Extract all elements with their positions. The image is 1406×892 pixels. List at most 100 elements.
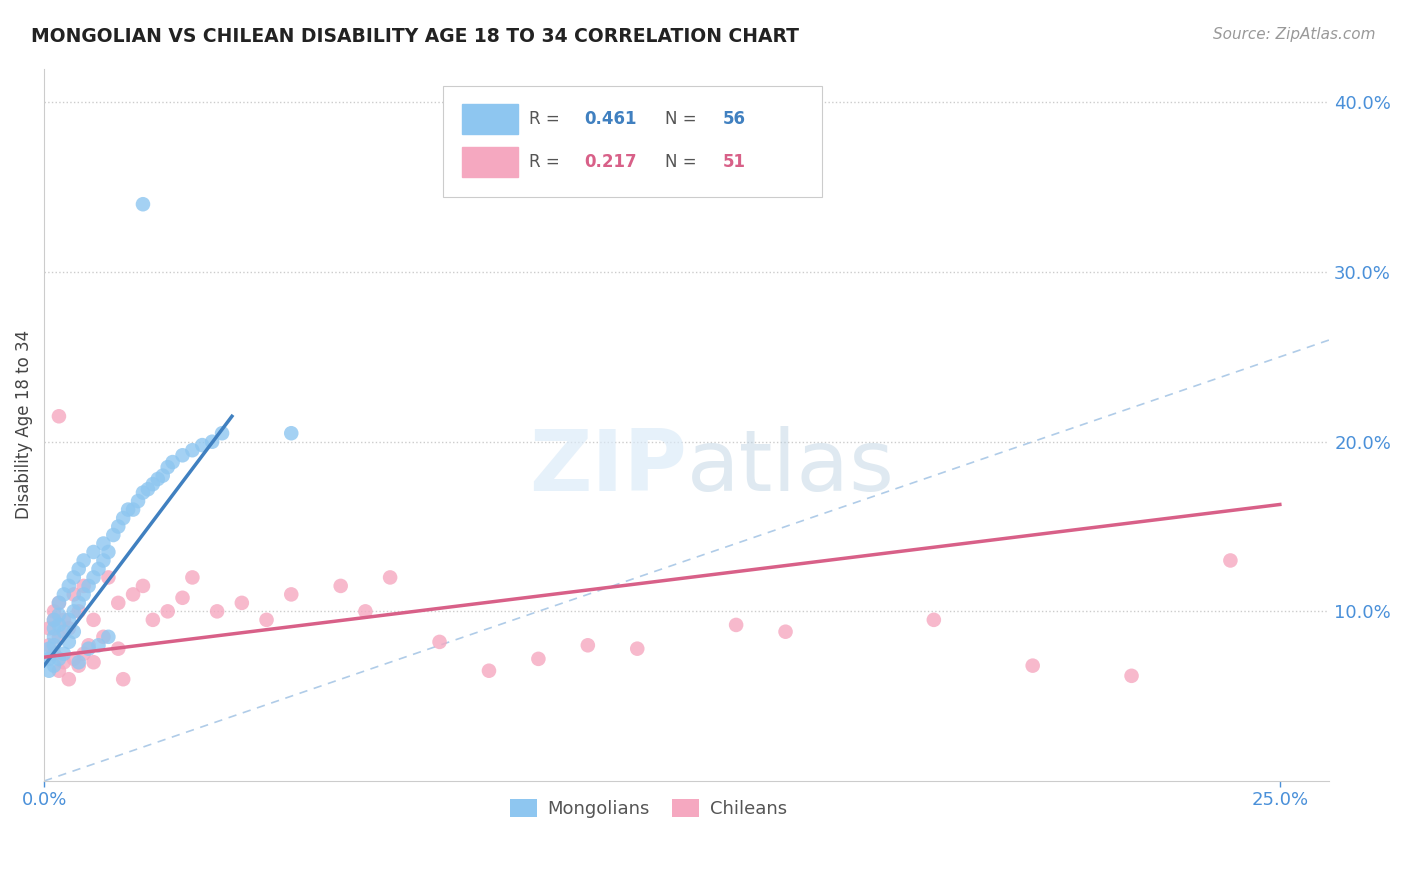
Point [38, 664, 60, 678]
Point [107, 519, 129, 533]
Point [62, 570, 84, 584]
Point [48, 618, 70, 632]
FancyBboxPatch shape [461, 147, 519, 177]
Point [62, 604, 84, 618]
Point [93, 630, 115, 644]
Point [72, 579, 94, 593]
Point [67, 562, 90, 576]
Point [93, 553, 115, 567]
Point [107, 596, 129, 610]
Point [211, 426, 233, 441]
Point [478, 664, 501, 678]
Point [38, 652, 60, 666]
Point [58, 579, 80, 593]
Point [354, 604, 377, 618]
Point [626, 641, 648, 656]
Point [83, 570, 105, 584]
FancyBboxPatch shape [461, 104, 519, 134]
Point [122, 587, 145, 601]
Point [1219, 553, 1241, 567]
Text: R =: R = [529, 110, 565, 128]
Point [112, 672, 135, 686]
Point [48, 607, 70, 622]
Point [52, 624, 75, 639]
Point [146, 472, 169, 486]
Point [58, 635, 80, 649]
FancyBboxPatch shape [443, 87, 821, 197]
Point [93, 536, 115, 550]
Point [42, 630, 65, 644]
Point [1121, 669, 1143, 683]
Point [67, 658, 90, 673]
Point [42, 613, 65, 627]
Point [62, 624, 84, 639]
Point [172, 448, 194, 462]
Text: atlas: atlas [686, 426, 894, 509]
Point [132, 485, 155, 500]
Point [156, 604, 179, 618]
Point [191, 438, 214, 452]
Point [132, 197, 155, 211]
Text: MONGOLIAN VS CHILEAN DISABILITY AGE 18 TO 34 CORRELATION CHART: MONGOLIAN VS CHILEAN DISABILITY AGE 18 T… [31, 27, 799, 45]
Text: Source: ZipAtlas.com: Source: ZipAtlas.com [1212, 27, 1375, 42]
Point [172, 591, 194, 605]
Point [97, 630, 120, 644]
Point [48, 664, 70, 678]
Point [58, 613, 80, 627]
Point [48, 630, 70, 644]
Point [83, 655, 105, 669]
Point [87, 562, 110, 576]
Point [52, 587, 75, 601]
Point [67, 596, 90, 610]
Legend: Mongolians, Chileans: Mongolians, Chileans [502, 791, 794, 825]
Point [156, 460, 179, 475]
Point [280, 426, 302, 441]
Point [117, 502, 139, 516]
Text: 51: 51 [723, 153, 745, 171]
Text: 0.461: 0.461 [583, 110, 637, 128]
Point [42, 647, 65, 661]
Text: N =: N = [665, 110, 702, 128]
Point [127, 494, 149, 508]
Point [231, 596, 253, 610]
Point [52, 655, 75, 669]
Point [42, 604, 65, 618]
Point [122, 502, 145, 516]
Point [132, 579, 155, 593]
Point [67, 604, 90, 618]
Text: 56: 56 [723, 110, 745, 128]
Point [112, 511, 135, 525]
Point [62, 652, 84, 666]
Point [62, 587, 84, 601]
Point [52, 613, 75, 627]
Point [378, 570, 401, 584]
Point [48, 409, 70, 424]
Point [775, 624, 797, 639]
Point [48, 596, 70, 610]
Point [83, 613, 105, 627]
Point [58, 621, 80, 635]
Point [725, 618, 748, 632]
Point [42, 613, 65, 627]
Text: ZIP: ZIP [529, 426, 686, 509]
Text: N =: N = [665, 153, 702, 171]
Point [72, 553, 94, 567]
Point [142, 613, 165, 627]
Point [77, 641, 100, 656]
Point [48, 596, 70, 610]
Point [142, 477, 165, 491]
Point [576, 638, 599, 652]
Point [429, 635, 451, 649]
Text: R =: R = [529, 153, 565, 171]
Point [152, 468, 174, 483]
Point [48, 652, 70, 666]
Point [87, 638, 110, 652]
Point [1021, 658, 1043, 673]
Point [52, 647, 75, 661]
Point [97, 545, 120, 559]
Point [181, 570, 204, 584]
Point [42, 638, 65, 652]
Point [77, 638, 100, 652]
Point [67, 655, 90, 669]
Point [256, 613, 278, 627]
